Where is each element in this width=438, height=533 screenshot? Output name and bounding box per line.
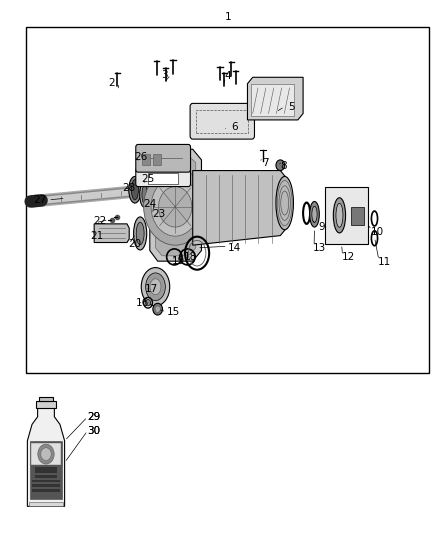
Circle shape xyxy=(276,160,285,171)
Text: 20: 20 xyxy=(128,239,141,249)
Bar xyxy=(35,467,57,470)
Bar xyxy=(148,173,178,184)
Text: 8: 8 xyxy=(280,161,287,171)
Ellipse shape xyxy=(155,306,160,312)
FancyBboxPatch shape xyxy=(190,103,254,139)
Text: 10: 10 xyxy=(371,227,384,237)
Text: 3: 3 xyxy=(161,70,168,79)
Ellipse shape xyxy=(145,273,165,301)
Ellipse shape xyxy=(150,279,161,295)
Text: 21: 21 xyxy=(91,231,104,240)
Polygon shape xyxy=(155,156,196,256)
Bar xyxy=(351,207,364,225)
Bar xyxy=(32,489,60,492)
Text: 18: 18 xyxy=(184,252,197,262)
Bar xyxy=(196,110,248,133)
Text: 22: 22 xyxy=(93,216,106,226)
Polygon shape xyxy=(27,408,64,506)
Text: 26: 26 xyxy=(134,152,148,162)
Text: 27: 27 xyxy=(34,195,47,205)
Bar xyxy=(28,502,63,506)
Text: 9: 9 xyxy=(318,222,325,231)
Polygon shape xyxy=(150,149,201,261)
Bar xyxy=(153,154,161,165)
Bar xyxy=(35,401,57,408)
Ellipse shape xyxy=(142,185,147,204)
Text: 7: 7 xyxy=(261,158,268,167)
FancyBboxPatch shape xyxy=(136,168,191,187)
Text: 24: 24 xyxy=(143,199,156,208)
Text: 2: 2 xyxy=(108,78,115,87)
Ellipse shape xyxy=(141,268,170,306)
Polygon shape xyxy=(94,224,129,243)
Text: 30: 30 xyxy=(88,426,101,435)
Bar xyxy=(142,154,150,165)
Circle shape xyxy=(159,187,192,227)
Text: 1: 1 xyxy=(224,12,231,22)
Text: 13: 13 xyxy=(313,243,326,253)
Polygon shape xyxy=(193,171,289,245)
Ellipse shape xyxy=(312,206,317,222)
Text: 30: 30 xyxy=(88,426,101,435)
Bar xyxy=(251,84,294,116)
Text: 19: 19 xyxy=(172,256,185,266)
Ellipse shape xyxy=(131,180,138,200)
Ellipse shape xyxy=(276,176,293,230)
Ellipse shape xyxy=(134,217,147,250)
Bar xyxy=(35,470,57,473)
Ellipse shape xyxy=(153,303,162,315)
Text: 14: 14 xyxy=(228,243,241,253)
FancyBboxPatch shape xyxy=(136,144,191,172)
Text: 28: 28 xyxy=(123,183,136,192)
Ellipse shape xyxy=(336,203,343,227)
Ellipse shape xyxy=(145,300,151,306)
Circle shape xyxy=(38,444,54,464)
Text: 29: 29 xyxy=(88,412,101,422)
Bar xyxy=(32,480,60,482)
Ellipse shape xyxy=(310,201,319,227)
Text: 16: 16 xyxy=(136,298,149,308)
Bar xyxy=(39,397,53,401)
Text: 12: 12 xyxy=(342,252,355,262)
Text: 15: 15 xyxy=(166,307,180,317)
Text: 5: 5 xyxy=(288,102,295,111)
Circle shape xyxy=(41,448,51,461)
Bar xyxy=(32,484,60,487)
Text: 29: 29 xyxy=(88,412,101,422)
Text: 11: 11 xyxy=(378,257,391,267)
Polygon shape xyxy=(247,77,303,120)
Ellipse shape xyxy=(129,176,141,203)
Ellipse shape xyxy=(136,222,144,245)
Bar xyxy=(31,443,61,465)
Bar xyxy=(30,441,62,499)
Bar xyxy=(325,187,368,244)
Circle shape xyxy=(144,168,207,245)
Text: 6: 6 xyxy=(231,122,238,132)
Bar xyxy=(26,27,429,373)
Circle shape xyxy=(151,177,199,236)
Text: 4: 4 xyxy=(224,71,231,80)
Text: 25: 25 xyxy=(141,174,155,183)
Ellipse shape xyxy=(333,198,346,233)
Text: 17: 17 xyxy=(145,284,158,294)
Text: 23: 23 xyxy=(152,209,165,219)
Ellipse shape xyxy=(140,182,149,207)
Bar xyxy=(35,475,57,478)
